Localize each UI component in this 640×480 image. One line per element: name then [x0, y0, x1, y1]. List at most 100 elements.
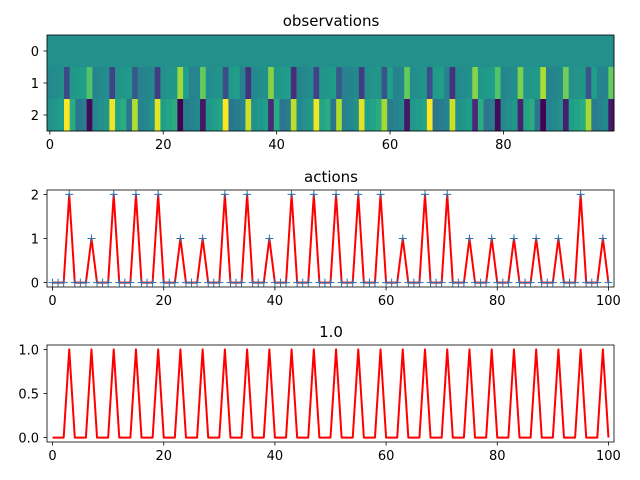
heatmap-cell — [132, 99, 139, 132]
heatmap-cell — [256, 99, 263, 132]
heatmap-cell — [438, 99, 445, 132]
x-tick-label: 40 — [268, 138, 285, 153]
heatmap-cell — [517, 67, 524, 100]
heatmap-cell — [313, 67, 320, 100]
x-tick-label: 80 — [489, 449, 506, 464]
x-tick-label: 80 — [495, 138, 512, 153]
data-point-marker — [393, 278, 402, 287]
data-point-marker — [148, 278, 157, 287]
series-line-reward — [52, 348, 610, 439]
heatmap-cell — [228, 99, 235, 132]
heatmap-cell — [262, 99, 269, 132]
heatmap-cell — [341, 67, 348, 100]
heatmap-cell — [251, 99, 258, 132]
heatmap-cell — [222, 99, 229, 132]
heatmap-cell — [205, 99, 212, 132]
heatmap-cell — [211, 35, 218, 68]
heatmap-cell — [500, 99, 507, 132]
heatmap-cell — [551, 67, 558, 100]
heatmap-cell — [381, 35, 388, 68]
heatmap-cell — [319, 35, 326, 68]
heatmap-cell — [188, 99, 195, 132]
heatmap-cell — [596, 35, 604, 68]
y-tick-label: 0.5 — [18, 388, 39, 403]
heatmap-cell — [426, 67, 433, 100]
heatmap-cell — [398, 35, 405, 68]
heatmap-cell — [483, 35, 490, 68]
data-point-marker — [126, 278, 135, 287]
heatmap-cell — [120, 99, 127, 132]
heatmap-cell — [154, 99, 161, 132]
heatmap-cell — [239, 99, 246, 132]
heatmap-cell — [239, 35, 246, 68]
heatmap-cell — [608, 35, 615, 68]
heatmap-cell — [438, 67, 445, 100]
heatmap-cell — [608, 67, 615, 100]
x-tick-label: 60 — [378, 294, 395, 309]
heatmap-cell — [336, 35, 343, 68]
data-point-marker — [604, 278, 613, 287]
heatmap-cell — [460, 35, 467, 68]
data-point-marker — [421, 190, 429, 199]
heatmap-cell — [415, 35, 422, 68]
heatmap-cell — [398, 67, 405, 100]
heatmap-cell — [47, 35, 54, 68]
data-point-marker — [287, 190, 296, 199]
x-tick-label: 60 — [378, 449, 395, 464]
heatmap-cell — [228, 67, 235, 100]
heatmap-cell — [483, 99, 490, 132]
data-point-marker — [554, 234, 563, 243]
heatmap-cell — [132, 67, 139, 100]
data-point-marker — [154, 190, 163, 199]
heatmap-cell — [120, 35, 127, 68]
y-tick-label: 2 — [31, 188, 39, 203]
heatmap-cell — [330, 99, 337, 132]
heatmap-cell — [115, 99, 122, 132]
data-point-marker — [304, 278, 313, 287]
heatmap-cell — [392, 99, 399, 132]
heatmap-cell — [330, 35, 337, 68]
x-tick-label: 20 — [155, 294, 172, 309]
data-point-marker — [237, 278, 246, 287]
data-point-marker — [443, 190, 452, 199]
heatmap-cell — [290, 35, 297, 68]
heatmap-cell — [540, 67, 547, 100]
heatmap-cell — [370, 35, 377, 68]
heatmap-cell — [86, 99, 93, 132]
data-point-marker — [348, 278, 357, 287]
heatmap-cell — [568, 67, 575, 100]
heatmap-cell — [528, 35, 536, 68]
y-tick-label: 2 — [31, 109, 39, 124]
heatmap-cell — [398, 99, 405, 132]
heatmap-cell — [154, 35, 161, 68]
heatmap-cell — [177, 35, 184, 68]
heatmap-cell — [387, 35, 394, 68]
heatmap-cell — [313, 35, 320, 68]
heatmap-cell — [166, 99, 173, 132]
heatmap-cell — [500, 35, 507, 68]
heatmap-cell — [523, 35, 530, 68]
reward-panel: 1.0 0 20 40 60 80 100 0.0 0.5 1.0 — [18, 323, 621, 464]
data-point-marker — [465, 234, 474, 243]
data-point-marker — [220, 190, 229, 199]
heatmap-cell — [579, 99, 587, 132]
heatmap-cell — [319, 67, 326, 100]
observations-panel: observations 0 20 40 60 80 0 1 2 — [31, 12, 615, 153]
heatmap-cell — [562, 35, 570, 68]
heatmap-cell — [421, 99, 428, 132]
heatmap-cell — [166, 35, 173, 68]
heatmap-cell — [517, 35, 524, 68]
heatmap-cell — [234, 35, 241, 68]
heatmap-cell — [387, 67, 394, 100]
heatmap-cell — [466, 99, 473, 132]
heatmap-cell — [353, 67, 360, 100]
heatmap-cell — [477, 99, 484, 132]
heatmap-cell — [217, 67, 224, 100]
heatmap-cell — [307, 35, 314, 68]
heatmap-cell — [409, 67, 416, 100]
data-point-marker — [59, 278, 68, 287]
heatmap-cell — [98, 67, 105, 100]
data-point-marker — [532, 234, 541, 243]
heatmap-cell — [460, 67, 467, 100]
heatmap-cell — [381, 67, 388, 100]
